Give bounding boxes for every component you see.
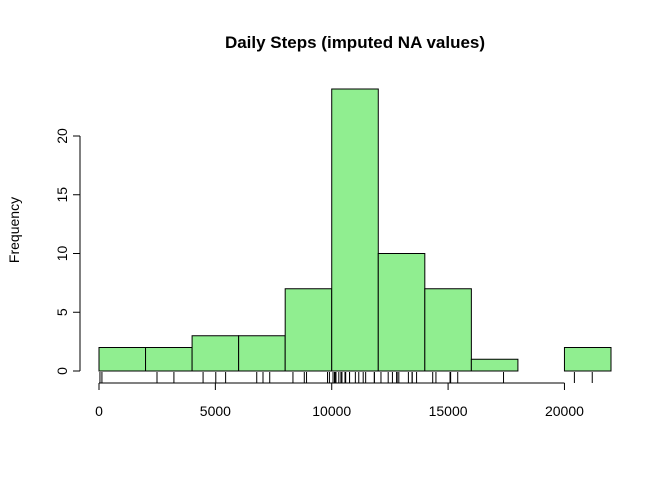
x-tick-label: 10000 bbox=[312, 403, 351, 419]
histogram-bar bbox=[238, 335, 286, 372]
histogram-bar bbox=[377, 253, 426, 372]
histogram-bar bbox=[424, 288, 472, 372]
y-axis: 0 5 10 15 20 bbox=[54, 128, 81, 375]
rug-marks bbox=[99, 372, 593, 383]
y-tick-label: 10 bbox=[54, 246, 70, 262]
y-tick-label: 20 bbox=[54, 128, 70, 144]
y-axis-label: Frequency bbox=[6, 197, 22, 263]
x-axis: 0 5000 10000 15000 20000 bbox=[95, 382, 584, 419]
x-tick-label: 15000 bbox=[429, 403, 468, 419]
y-tick-label: 0 bbox=[54, 367, 70, 375]
chart-title: Daily Steps (imputed NA values) bbox=[225, 33, 485, 52]
x-tick-label: 5000 bbox=[200, 403, 231, 419]
x-tick-label: 0 bbox=[95, 403, 103, 419]
histogram-bar bbox=[331, 88, 379, 372]
histogram-bar bbox=[191, 335, 240, 372]
histogram-bar bbox=[145, 347, 193, 372]
y-tick-label: 15 bbox=[54, 187, 70, 203]
histogram-bar bbox=[470, 358, 519, 372]
histogram-bar bbox=[284, 288, 333, 372]
histogram-bar bbox=[563, 347, 612, 372]
x-tick-label: 20000 bbox=[545, 403, 584, 419]
y-tick-label: 5 bbox=[54, 308, 70, 316]
histogram-bar bbox=[98, 347, 147, 372]
bars-group bbox=[98, 88, 612, 372]
